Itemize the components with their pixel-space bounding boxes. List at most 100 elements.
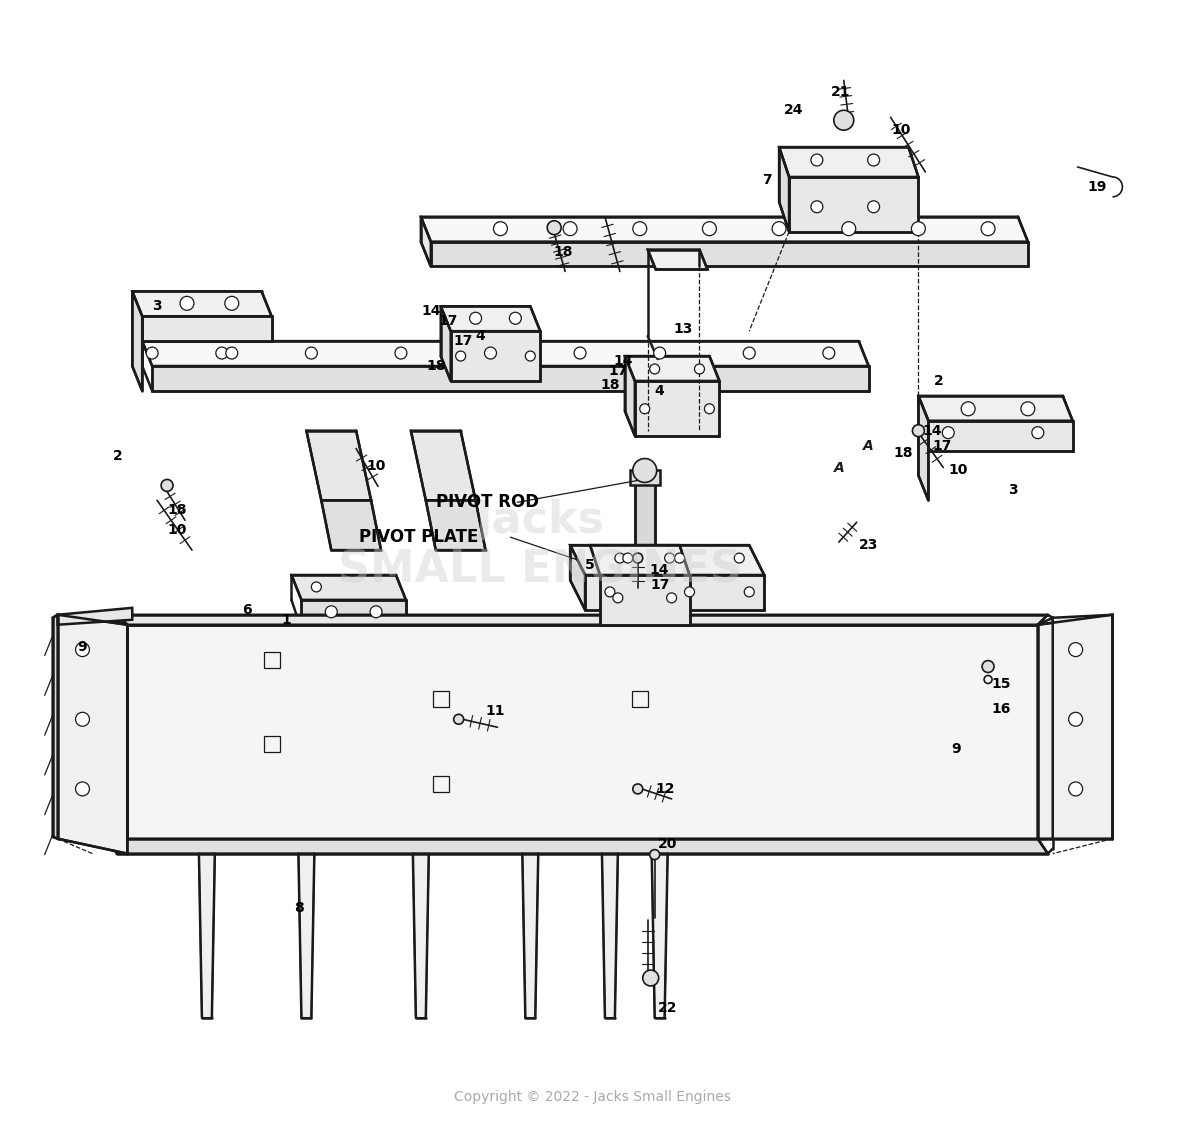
Circle shape: [632, 784, 643, 794]
Circle shape: [632, 553, 643, 563]
Polygon shape: [133, 291, 142, 391]
Text: 2: 2: [933, 374, 944, 388]
Polygon shape: [411, 430, 476, 501]
Text: 11: 11: [485, 704, 506, 719]
Circle shape: [76, 712, 90, 726]
Text: 18: 18: [553, 244, 573, 259]
Circle shape: [1069, 642, 1082, 656]
Polygon shape: [153, 366, 869, 391]
Text: 15: 15: [991, 678, 1011, 691]
Text: 14: 14: [422, 305, 440, 318]
Circle shape: [614, 553, 625, 563]
Circle shape: [470, 313, 482, 324]
Circle shape: [912, 221, 926, 236]
Circle shape: [942, 427, 954, 438]
Circle shape: [811, 154, 823, 165]
Polygon shape: [625, 356, 720, 381]
Circle shape: [734, 553, 745, 563]
Circle shape: [632, 459, 657, 483]
Polygon shape: [58, 608, 133, 625]
Circle shape: [547, 220, 561, 235]
Polygon shape: [601, 853, 618, 1018]
Polygon shape: [919, 396, 928, 501]
Circle shape: [613, 593, 623, 602]
Polygon shape: [635, 381, 720, 436]
Circle shape: [605, 586, 614, 597]
Circle shape: [643, 970, 658, 986]
Circle shape: [702, 221, 716, 236]
Text: 6: 6: [242, 602, 251, 617]
Polygon shape: [117, 615, 1048, 625]
Text: PIVOT PLATE: PIVOT PLATE: [359, 528, 478, 547]
Polygon shape: [919, 396, 1073, 421]
Polygon shape: [321, 501, 381, 550]
Polygon shape: [779, 147, 919, 177]
Circle shape: [684, 586, 695, 597]
Circle shape: [913, 424, 925, 437]
Polygon shape: [651, 853, 668, 1018]
Circle shape: [1021, 402, 1035, 415]
Circle shape: [574, 347, 586, 359]
Polygon shape: [648, 250, 707, 269]
Polygon shape: [571, 545, 764, 575]
Text: A: A: [834, 461, 844, 475]
Circle shape: [744, 347, 755, 359]
Polygon shape: [420, 217, 1028, 242]
Text: 13: 13: [674, 322, 694, 337]
Circle shape: [961, 402, 976, 415]
Polygon shape: [440, 306, 540, 331]
Text: 5: 5: [585, 558, 594, 572]
Text: 16: 16: [991, 703, 1011, 717]
Text: 18: 18: [426, 359, 445, 373]
Circle shape: [509, 313, 521, 324]
Circle shape: [76, 782, 90, 796]
Polygon shape: [440, 306, 451, 381]
Circle shape: [868, 201, 880, 212]
Circle shape: [180, 297, 194, 310]
Text: 23: 23: [858, 539, 879, 552]
Text: 10: 10: [948, 463, 967, 477]
Text: 4: 4: [476, 329, 485, 343]
Polygon shape: [1038, 615, 1113, 839]
Polygon shape: [291, 575, 406, 600]
Circle shape: [650, 364, 659, 374]
Text: Jacks
SMALL ENGINES: Jacks SMALL ENGINES: [339, 499, 742, 591]
Circle shape: [1031, 427, 1044, 438]
Text: 20: 20: [658, 836, 677, 851]
Polygon shape: [928, 421, 1073, 451]
Text: 17: 17: [609, 364, 628, 378]
Circle shape: [834, 111, 854, 130]
Text: 9: 9: [78, 640, 88, 654]
Text: 9: 9: [952, 742, 961, 756]
Circle shape: [623, 553, 632, 563]
Circle shape: [1069, 712, 1082, 726]
Circle shape: [772, 221, 786, 236]
Polygon shape: [133, 291, 271, 316]
Circle shape: [1069, 782, 1082, 796]
Circle shape: [395, 347, 407, 359]
Circle shape: [695, 364, 704, 374]
Text: 2: 2: [112, 448, 122, 462]
Text: 3: 3: [153, 299, 162, 314]
Circle shape: [326, 606, 337, 617]
Circle shape: [305, 347, 317, 359]
Polygon shape: [571, 545, 585, 609]
Text: 1: 1: [282, 613, 291, 626]
Text: PIVOT ROD: PIVOT ROD: [436, 493, 539, 511]
Polygon shape: [426, 501, 485, 550]
Text: 10: 10: [366, 459, 386, 472]
Polygon shape: [585, 575, 764, 609]
Text: 14: 14: [922, 423, 942, 438]
Circle shape: [564, 221, 577, 236]
Polygon shape: [142, 316, 271, 341]
Text: 10: 10: [892, 123, 912, 137]
Polygon shape: [630, 470, 659, 485]
Polygon shape: [298, 853, 315, 1018]
Text: 14: 14: [650, 563, 669, 577]
Circle shape: [371, 606, 382, 617]
Circle shape: [311, 582, 321, 592]
Circle shape: [225, 297, 239, 310]
Polygon shape: [52, 615, 58, 839]
Polygon shape: [108, 617, 127, 839]
Circle shape: [453, 714, 464, 725]
